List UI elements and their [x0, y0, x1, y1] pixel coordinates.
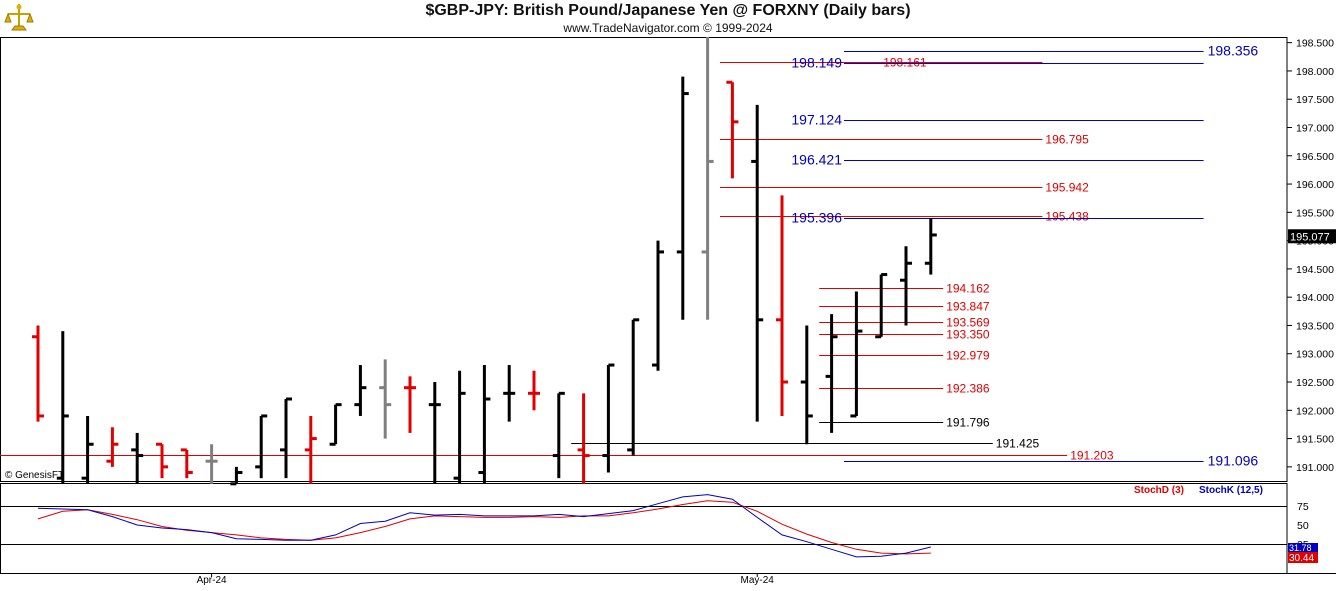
price-tick-label: 195.500	[1296, 207, 1334, 219]
price-tick-label: 196.000	[1296, 179, 1334, 191]
price-plot-frame	[0, 37, 1288, 482]
level-label: 191.096	[1208, 453, 1259, 469]
price-bar	[726, 80, 739, 179]
level-label: 198.161	[883, 56, 927, 70]
level-label: 197.124	[791, 112, 842, 128]
price-bar	[428, 382, 441, 484]
price-bar	[751, 104, 764, 422]
level-label: 191.796	[946, 416, 990, 430]
price-bar	[478, 365, 491, 484]
level-label: 195.396	[791, 210, 842, 226]
price-bar	[503, 365, 516, 422]
price-bar	[156, 442, 168, 479]
price-bar	[701, 37, 714, 320]
price-bar	[255, 414, 268, 479]
price-bar	[776, 195, 788, 416]
price-tick-label: 191.500	[1296, 434, 1334, 446]
price-bar	[32, 325, 44, 422]
stoch-line-d	[37, 500, 931, 555]
stoch-tick-label: 75	[1297, 501, 1309, 513]
level-label: 191.203	[1070, 449, 1114, 463]
price-tick-label: 193.500	[1296, 320, 1334, 332]
price-tick-label: 192.500	[1296, 377, 1334, 389]
price-bar	[577, 393, 590, 484]
level-label: 198.149	[791, 55, 842, 71]
price-bar	[800, 325, 813, 445]
price-bar	[676, 76, 689, 320]
price-bar	[924, 217, 937, 275]
level-label: 196.795	[1045, 133, 1089, 147]
level-label: 192.979	[946, 349, 990, 363]
date-label: Apr-24	[197, 575, 227, 586]
copyright-label: © GenesisFT	[5, 470, 64, 481]
price-bar	[354, 365, 367, 416]
price-tick-label: 193.000	[1296, 349, 1334, 361]
price-bar	[453, 370, 466, 484]
price-bar	[825, 314, 838, 433]
price-tick-label: 191.000	[1296, 462, 1334, 474]
level-label: 192.386	[946, 382, 990, 396]
date-label: May-24	[741, 575, 775, 586]
price-tick-label: 196.500	[1296, 151, 1334, 163]
price-bar	[205, 444, 218, 484]
level-label: 195.942	[1045, 181, 1089, 195]
price-bar	[304, 415, 317, 484]
price-tick-label: 197.500	[1296, 94, 1334, 106]
level-label: 198.356	[1208, 43, 1259, 59]
price-bar	[106, 427, 119, 467]
level-label: 195.438	[1045, 210, 1089, 224]
price-tick-label: 198.000	[1296, 66, 1334, 78]
price-bar	[230, 466, 243, 486]
price-tick-label: 194.500	[1296, 264, 1334, 276]
level-label: 194.162	[946, 282, 990, 296]
stoch-legend-d: StochD (3)	[1134, 485, 1184, 496]
price-bar	[404, 376, 416, 433]
chart-subtitle: www.TradeNavigator.com © 1999-2024	[563, 21, 773, 35]
price-tick-label: 194.000	[1296, 292, 1334, 304]
price-bar	[875, 273, 888, 339]
price-bar	[56, 331, 69, 484]
price-tick-label: 197.000	[1296, 122, 1334, 134]
price-bar	[81, 415, 94, 484]
price-bar	[528, 370, 540, 411]
stoch-legend-k: StochK (12,5)	[1199, 485, 1263, 496]
level-label: 193.569	[946, 316, 990, 330]
level-label: 191.425	[996, 437, 1040, 451]
price-bar	[552, 391, 565, 479]
price-bar	[627, 318, 640, 456]
stoch-readout-k: 31.78	[1289, 543, 1312, 553]
chart-title: $GBP-JPY: British Pound/Japanese Yen @ F…	[425, 2, 911, 19]
price-tick-label: 192.000	[1296, 405, 1334, 417]
price-bar	[180, 448, 193, 479]
last-price-label: 195.077	[1290, 231, 1330, 243]
price-bar	[652, 240, 664, 371]
price-bar	[602, 363, 615, 473]
stoch-line-k	[37, 494, 931, 558]
price-tick-label: 198.500	[1296, 38, 1334, 50]
price-bar	[329, 403, 342, 446]
stoch-readout-badge-k	[1288, 543, 1318, 552]
level-label: 193.350	[946, 328, 990, 342]
stoch-readout-d: 30.44	[1289, 553, 1314, 564]
price-bar	[379, 359, 392, 439]
stoch-plot-frame	[0, 483, 1288, 574]
stoch-tick-label: 50	[1297, 520, 1309, 532]
level-label: 196.421	[791, 152, 842, 168]
last-price-badge	[1288, 229, 1336, 244]
price-bar	[280, 397, 292, 479]
level-label: 193.847	[946, 300, 990, 314]
price-bar	[131, 432, 144, 484]
tradenavigator-logo-icon	[4, 4, 34, 31]
price-bar	[850, 291, 863, 418]
price-bar	[900, 246, 912, 326]
